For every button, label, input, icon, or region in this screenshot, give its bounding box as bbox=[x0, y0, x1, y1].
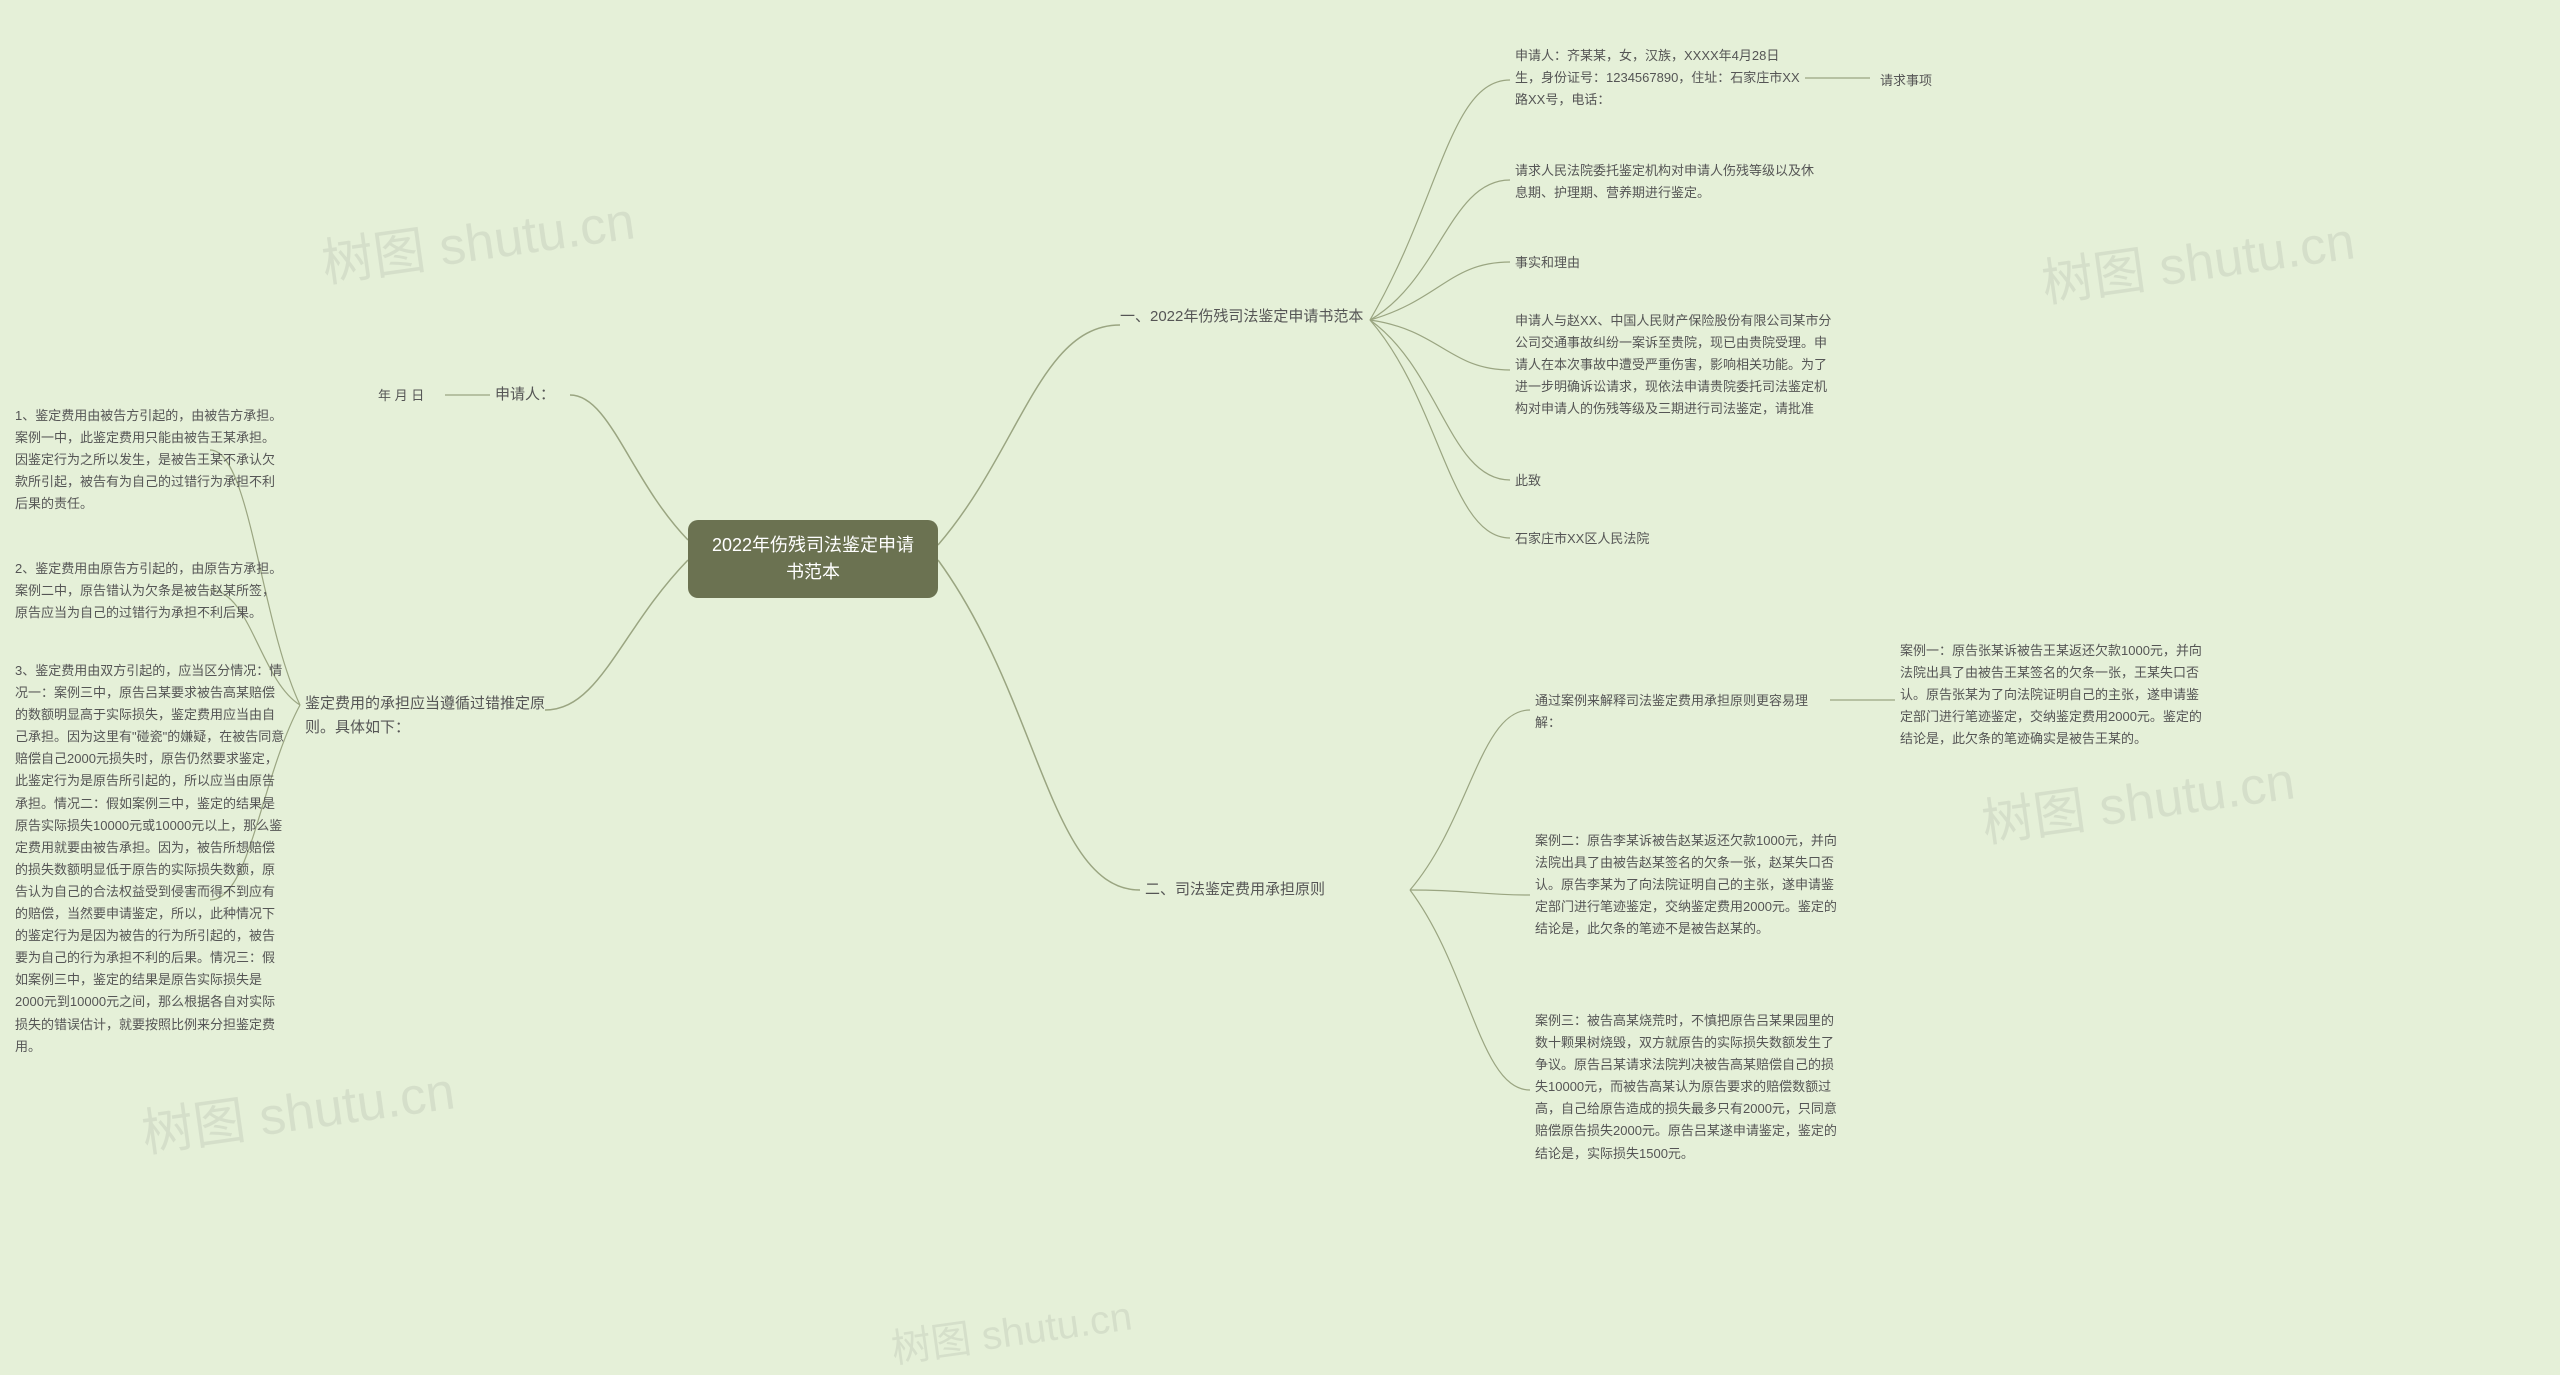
section2-intro: 通过案例来解释司法鉴定费用承担原则更容易理解： bbox=[1535, 690, 1830, 734]
applicant-label: 申请人： bbox=[495, 383, 575, 407]
principle-item3: 3、鉴定费用由双方引起的，应当区分情况：情况一：案例三中，原告吕某要求被告高某赔… bbox=[15, 660, 285, 1058]
section1-facts-body: 申请人与赵XX、中国人民财产保险股份有限公司某市分公司交通事故纠纷一案诉至贵院，… bbox=[1515, 310, 1835, 420]
watermark: 树图 shutu.cn bbox=[2036, 198, 2358, 316]
section1-facts-title: 事实和理由 bbox=[1515, 252, 1635, 274]
section1-request-title: 请求事项 bbox=[1880, 70, 1960, 92]
section1-closing: 此致 bbox=[1515, 470, 1575, 492]
section1-title-text: 一、2022年伤残司法鉴定申请书范本 bbox=[1120, 308, 1363, 325]
section1-applicant: 申请人：齐某某，女，汉族，XXXX年4月28日生，身份证号：1234567890… bbox=[1515, 45, 1805, 111]
section2-case2: 案例二：原告李某诉被告赵某返还欠款1000元，并向法院出具了由被告赵某签名的欠条… bbox=[1535, 830, 1845, 940]
section1-title: 一、2022年伤残司法鉴定申请书范本 bbox=[1120, 305, 1380, 329]
section2-case1: 案例一：原告张某诉被告王某返还欠款1000元，并向法院出具了由被告王某签名的欠条… bbox=[1900, 640, 2210, 750]
section1-request-body: 请求人民法院委托鉴定机构对申请人伤残等级以及休息期、护理期、营养期进行鉴定。 bbox=[1515, 160, 1825, 204]
principle-item1: 1、鉴定费用由被告方引起的，由被告方承担。案例一中，此鉴定费用只能由被告王某承担… bbox=[15, 405, 285, 515]
date-label: 年 月 日 bbox=[378, 385, 448, 407]
center-line2: 书范本 bbox=[786, 562, 840, 582]
section2-title: 二、司法鉴定费用承担原则 bbox=[1145, 878, 1415, 902]
section1-court: 石家庄市XX区人民法院 bbox=[1515, 528, 1715, 550]
watermark: 树图 shutu.cn bbox=[136, 1048, 458, 1166]
watermark: 树图 shutu.cn bbox=[316, 178, 638, 296]
principle-title: 鉴定费用的承担应当遵循过错推定原则。具体如下： bbox=[305, 692, 545, 740]
watermark: 树图 shutu.cn bbox=[1976, 738, 2298, 856]
center-node: 2022年伤残司法鉴定申请 书范本 bbox=[688, 520, 938, 598]
center-line1: 2022年伤残司法鉴定申请 bbox=[712, 535, 914, 555]
section2-case3: 案例三：被告高某烧荒时，不慎把原告吕某果园里的数十颗果树烧毁，双方就原告的实际损… bbox=[1535, 1010, 1845, 1165]
principle-item2: 2、鉴定费用由原告方引起的，由原告方承担。案例二中，原告错认为欠条是被告赵某所签… bbox=[15, 558, 285, 624]
watermark: 树图 shutu.cn bbox=[887, 1283, 1135, 1374]
section2-title-text: 二、司法鉴定费用承担原则 bbox=[1145, 881, 1325, 898]
